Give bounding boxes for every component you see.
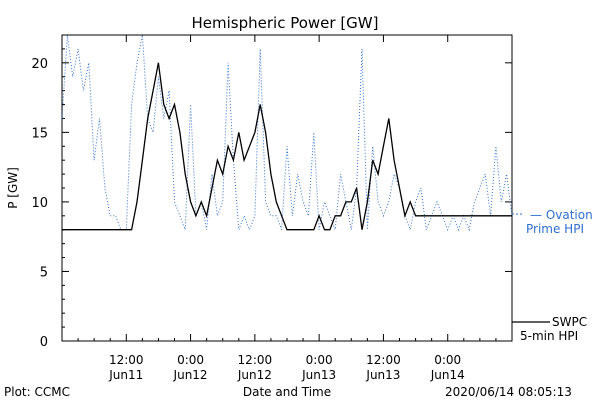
series-ovation-prime-line [61, 34, 513, 232]
x-tick-date-label: Jun13 [365, 368, 400, 382]
legend-ovation-label: — Ovation [530, 208, 593, 222]
x-axis-label: Date and Time [243, 385, 331, 399]
footer-plot-credit: Plot: CCMC [4, 385, 70, 399]
y-tick-label: 20 [31, 57, 48, 72]
y-tick-label: 10 [31, 196, 48, 211]
plot-frame [61, 34, 513, 342]
series-swpc-line [62, 62, 512, 231]
x-tick-date-label: Jun11 [108, 368, 143, 382]
chart-title: Hemispheric Power [GW] [192, 14, 379, 32]
x-tick-date-label: Jun14 [430, 368, 465, 382]
plot-area: 0510152012:00Jun110:00Jun1212:00Jun120:0… [31, 34, 513, 382]
x-tick-time-label: 0:00 [434, 353, 461, 367]
x-tick-time-label: 12:00 [109, 353, 144, 367]
x-tick-date-label: Jun12 [237, 368, 272, 382]
legend-swpc-label: 5-min HPI [520, 329, 578, 343]
x-tick-time-label: 12:00 [238, 353, 273, 367]
footer-timestamp: 2020/06/14 08:05:13 [445, 385, 572, 399]
legend-swpc-label: SWPC [552, 315, 587, 329]
x-tick-date-label: Jun13 [301, 368, 336, 382]
y-tick-label: 0 [40, 335, 48, 350]
y-axis-label: P [GW] [6, 167, 20, 209]
legend-ovation-label: Prime HPI [526, 222, 584, 236]
y-tick-label: 15 [31, 126, 48, 141]
x-tick-time-label: 12:00 [366, 353, 401, 367]
x-tick-date-label: Jun12 [173, 368, 208, 382]
y-tick-label: 5 [40, 265, 48, 280]
x-tick-time-label: 0:00 [177, 353, 204, 367]
x-tick-time-label: 0:00 [306, 353, 333, 367]
